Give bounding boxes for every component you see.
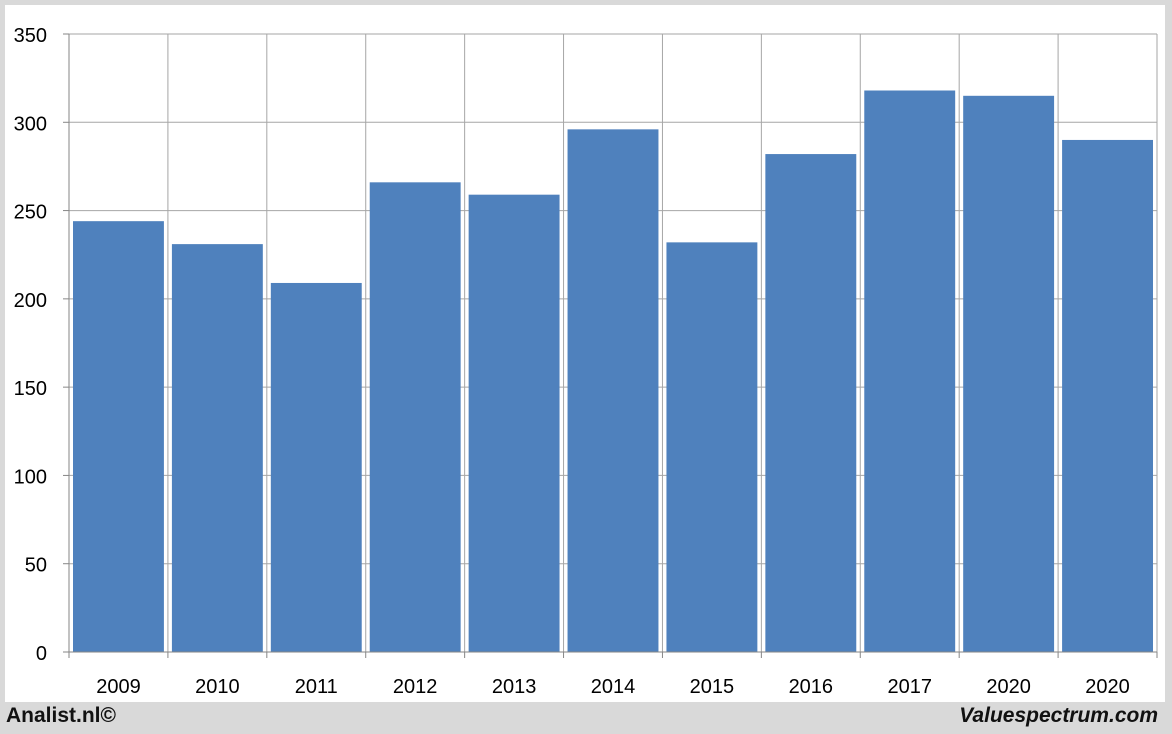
source-label-left: Analist.nl© xyxy=(6,704,116,727)
tick-labels: 0 50 100 150 200 250 300 350 2009 2010 2011 2012 201… xyxy=(14,25,1130,698)
bar xyxy=(666,242,758,652)
y-tick-label: 0 xyxy=(36,643,47,665)
bar xyxy=(567,129,659,652)
x-tick-label: 2012 xyxy=(393,676,438,698)
y-tick-label: 300 xyxy=(14,113,47,135)
bar xyxy=(963,95,1055,653)
bars xyxy=(73,90,1153,653)
x-tick-label: 2015 xyxy=(690,676,735,698)
axes xyxy=(63,33,1158,658)
y-tick-label: 200 xyxy=(14,290,47,312)
x-tick-label: 2017 xyxy=(887,676,932,698)
x-tick-label: 2009 xyxy=(96,676,141,698)
y-tick-label: 100 xyxy=(14,466,47,488)
y-tick-label: 50 xyxy=(25,555,47,577)
y-tick-label: 350 xyxy=(14,25,47,47)
y-tick-label: 150 xyxy=(14,378,47,400)
bar xyxy=(369,182,461,652)
bar xyxy=(171,244,263,652)
bar xyxy=(468,194,560,652)
x-tick-label: 2020 xyxy=(1085,676,1130,698)
bar xyxy=(765,154,857,652)
source-label-right: Valuespectrum.com xyxy=(959,704,1158,727)
x-tick-label: 2010 xyxy=(195,676,240,698)
x-tick-label: 2014 xyxy=(591,676,636,698)
bar xyxy=(864,90,956,652)
x-tick-label: 2020 xyxy=(986,676,1031,698)
bar xyxy=(1062,139,1153,652)
x-tick-label: 2011 xyxy=(295,676,338,698)
x-tick-label: 2016 xyxy=(789,676,834,698)
y-tick-label: 250 xyxy=(14,202,47,224)
x-tick-label: 2013 xyxy=(492,676,537,698)
bar xyxy=(270,282,362,652)
bar xyxy=(73,221,164,652)
